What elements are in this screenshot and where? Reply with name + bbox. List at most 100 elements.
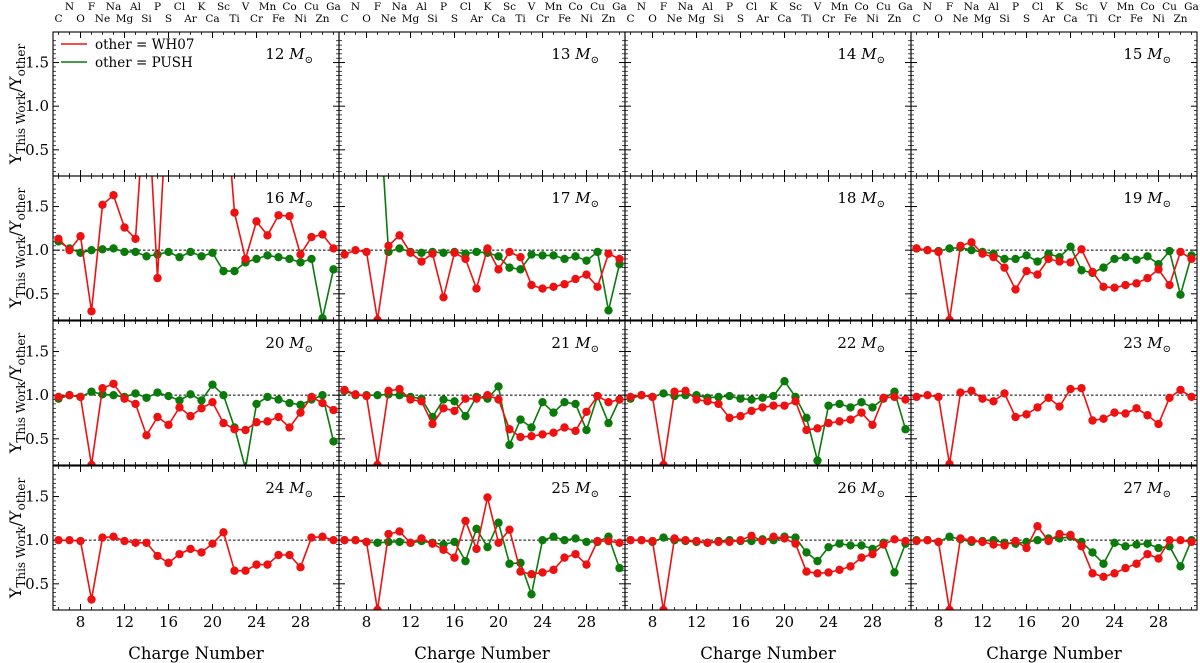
wh07-point bbox=[1088, 569, 1097, 578]
wh07-point bbox=[1066, 530, 1075, 540]
wh07-point bbox=[406, 248, 415, 257]
wh07-point bbox=[989, 252, 998, 262]
wh07-point bbox=[263, 231, 272, 240]
element-label-Al: Al bbox=[987, 1, 1000, 13]
element-label-Al: Al bbox=[701, 1, 714, 13]
wh07-point bbox=[461, 516, 470, 526]
x-tick-label: 16 bbox=[731, 613, 750, 631]
push-point bbox=[373, 538, 382, 547]
wh07-point bbox=[670, 534, 679, 543]
element-label-Zn: Zn bbox=[1173, 13, 1187, 25]
push-point bbox=[1165, 246, 1174, 256]
wh07-point bbox=[54, 535, 63, 545]
wh07-point bbox=[362, 537, 371, 547]
wh07-point bbox=[483, 390, 492, 400]
x-tick-label: 20 bbox=[775, 613, 794, 631]
element-label-Mg: Mg bbox=[974, 13, 992, 25]
push-point bbox=[1143, 539, 1152, 548]
wh07-series-line bbox=[916, 387, 1192, 465]
panel-13: 13 M⊙ bbox=[338, 31, 626, 177]
wh07-point bbox=[1121, 563, 1130, 573]
wh07-point bbox=[1187, 537, 1196, 547]
push-point bbox=[109, 390, 118, 400]
push-point bbox=[472, 247, 481, 257]
push-point bbox=[769, 391, 778, 401]
y-tick-label: 0.5 bbox=[25, 430, 49, 448]
panel-content bbox=[911, 384, 1197, 465]
wh07-point bbox=[956, 388, 965, 397]
push-point bbox=[395, 244, 404, 253]
legend-label: other = WH07 bbox=[95, 37, 194, 53]
wh07-point bbox=[329, 535, 338, 545]
wh07-point bbox=[131, 538, 140, 547]
panel-22: 22 M⊙ bbox=[624, 320, 912, 466]
push-point bbox=[439, 248, 448, 257]
panel-19: 19 M⊙ bbox=[910, 175, 1198, 321]
element-label-C: C bbox=[626, 13, 634, 25]
push-point bbox=[274, 395, 283, 404]
wh07-point bbox=[274, 412, 283, 422]
wh07-point bbox=[659, 605, 668, 610]
wh07-point bbox=[395, 384, 404, 394]
push-point bbox=[1176, 562, 1185, 571]
panel-26: 8 12 16 20 24 28 26 M⊙ bbox=[624, 465, 912, 631]
wh07-point bbox=[1033, 522, 1042, 531]
wh07-point bbox=[593, 391, 602, 401]
push-point bbox=[659, 389, 668, 398]
x-tick-label: 12 bbox=[401, 613, 420, 631]
wh07-point bbox=[241, 254, 250, 264]
wh07-point bbox=[1165, 535, 1174, 545]
wh07-point bbox=[1011, 536, 1020, 546]
wh07-point bbox=[593, 282, 602, 292]
panel-25: 8 12 16 20 24 28 25 M⊙ bbox=[338, 465, 626, 631]
push-point bbox=[263, 392, 272, 402]
wh07-point bbox=[230, 425, 239, 434]
wh07-point bbox=[538, 430, 547, 439]
element-label-Co: Co bbox=[854, 1, 868, 13]
push-point bbox=[1143, 252, 1152, 261]
push-point bbox=[373, 390, 382, 400]
x-tick-label: 28 bbox=[577, 613, 596, 631]
panel-mass-label: 13 M⊙ bbox=[551, 45, 599, 66]
wh07-point bbox=[593, 536, 602, 546]
push-point bbox=[208, 380, 217, 389]
wh07-point bbox=[1132, 559, 1141, 568]
push-point bbox=[175, 396, 184, 405]
wh07-point bbox=[219, 418, 228, 428]
wh07-point bbox=[406, 395, 415, 404]
wh07-point bbox=[780, 401, 789, 410]
wh07-point bbox=[923, 245, 932, 255]
element-label-Ga: Ga bbox=[612, 1, 627, 13]
push-point bbox=[274, 252, 283, 262]
wh07-point bbox=[747, 406, 756, 416]
wh07-point bbox=[1121, 280, 1130, 290]
element-label-F: F bbox=[660, 1, 667, 13]
panel-content bbox=[339, 176, 625, 320]
wh07-point bbox=[571, 549, 580, 559]
push-point bbox=[494, 252, 503, 261]
wh07-point bbox=[637, 535, 646, 545]
wh07-point bbox=[1055, 402, 1064, 411]
wh07-point bbox=[329, 405, 338, 415]
element-label-N: N bbox=[351, 1, 360, 13]
x-axis-label: Charge Number bbox=[700, 644, 836, 663]
wh07-point bbox=[868, 549, 877, 559]
wh07-point bbox=[857, 553, 866, 562]
element-label-Al: Al bbox=[415, 1, 428, 13]
element-label-P: P bbox=[1012, 1, 1019, 13]
wh07-point bbox=[604, 536, 613, 546]
element-label-F: F bbox=[946, 1, 953, 13]
wh07-point bbox=[1154, 419, 1163, 429]
push-point bbox=[714, 392, 723, 402]
panel-12: 0.5 1.0 1.5 12 M⊙ bbox=[25, 31, 340, 177]
element-label-Ni: Ni bbox=[1152, 13, 1165, 25]
wh07-point bbox=[76, 232, 85, 241]
push-point bbox=[219, 266, 228, 276]
wh07-point bbox=[483, 493, 492, 502]
element-label-Ga: Ga bbox=[1184, 1, 1199, 13]
push-point bbox=[549, 532, 558, 541]
wh07-point bbox=[384, 241, 393, 251]
push-point bbox=[153, 388, 162, 397]
panel-mass-label: 12 M⊙ bbox=[265, 45, 313, 66]
element-label-Ga: Ga bbox=[898, 1, 913, 13]
